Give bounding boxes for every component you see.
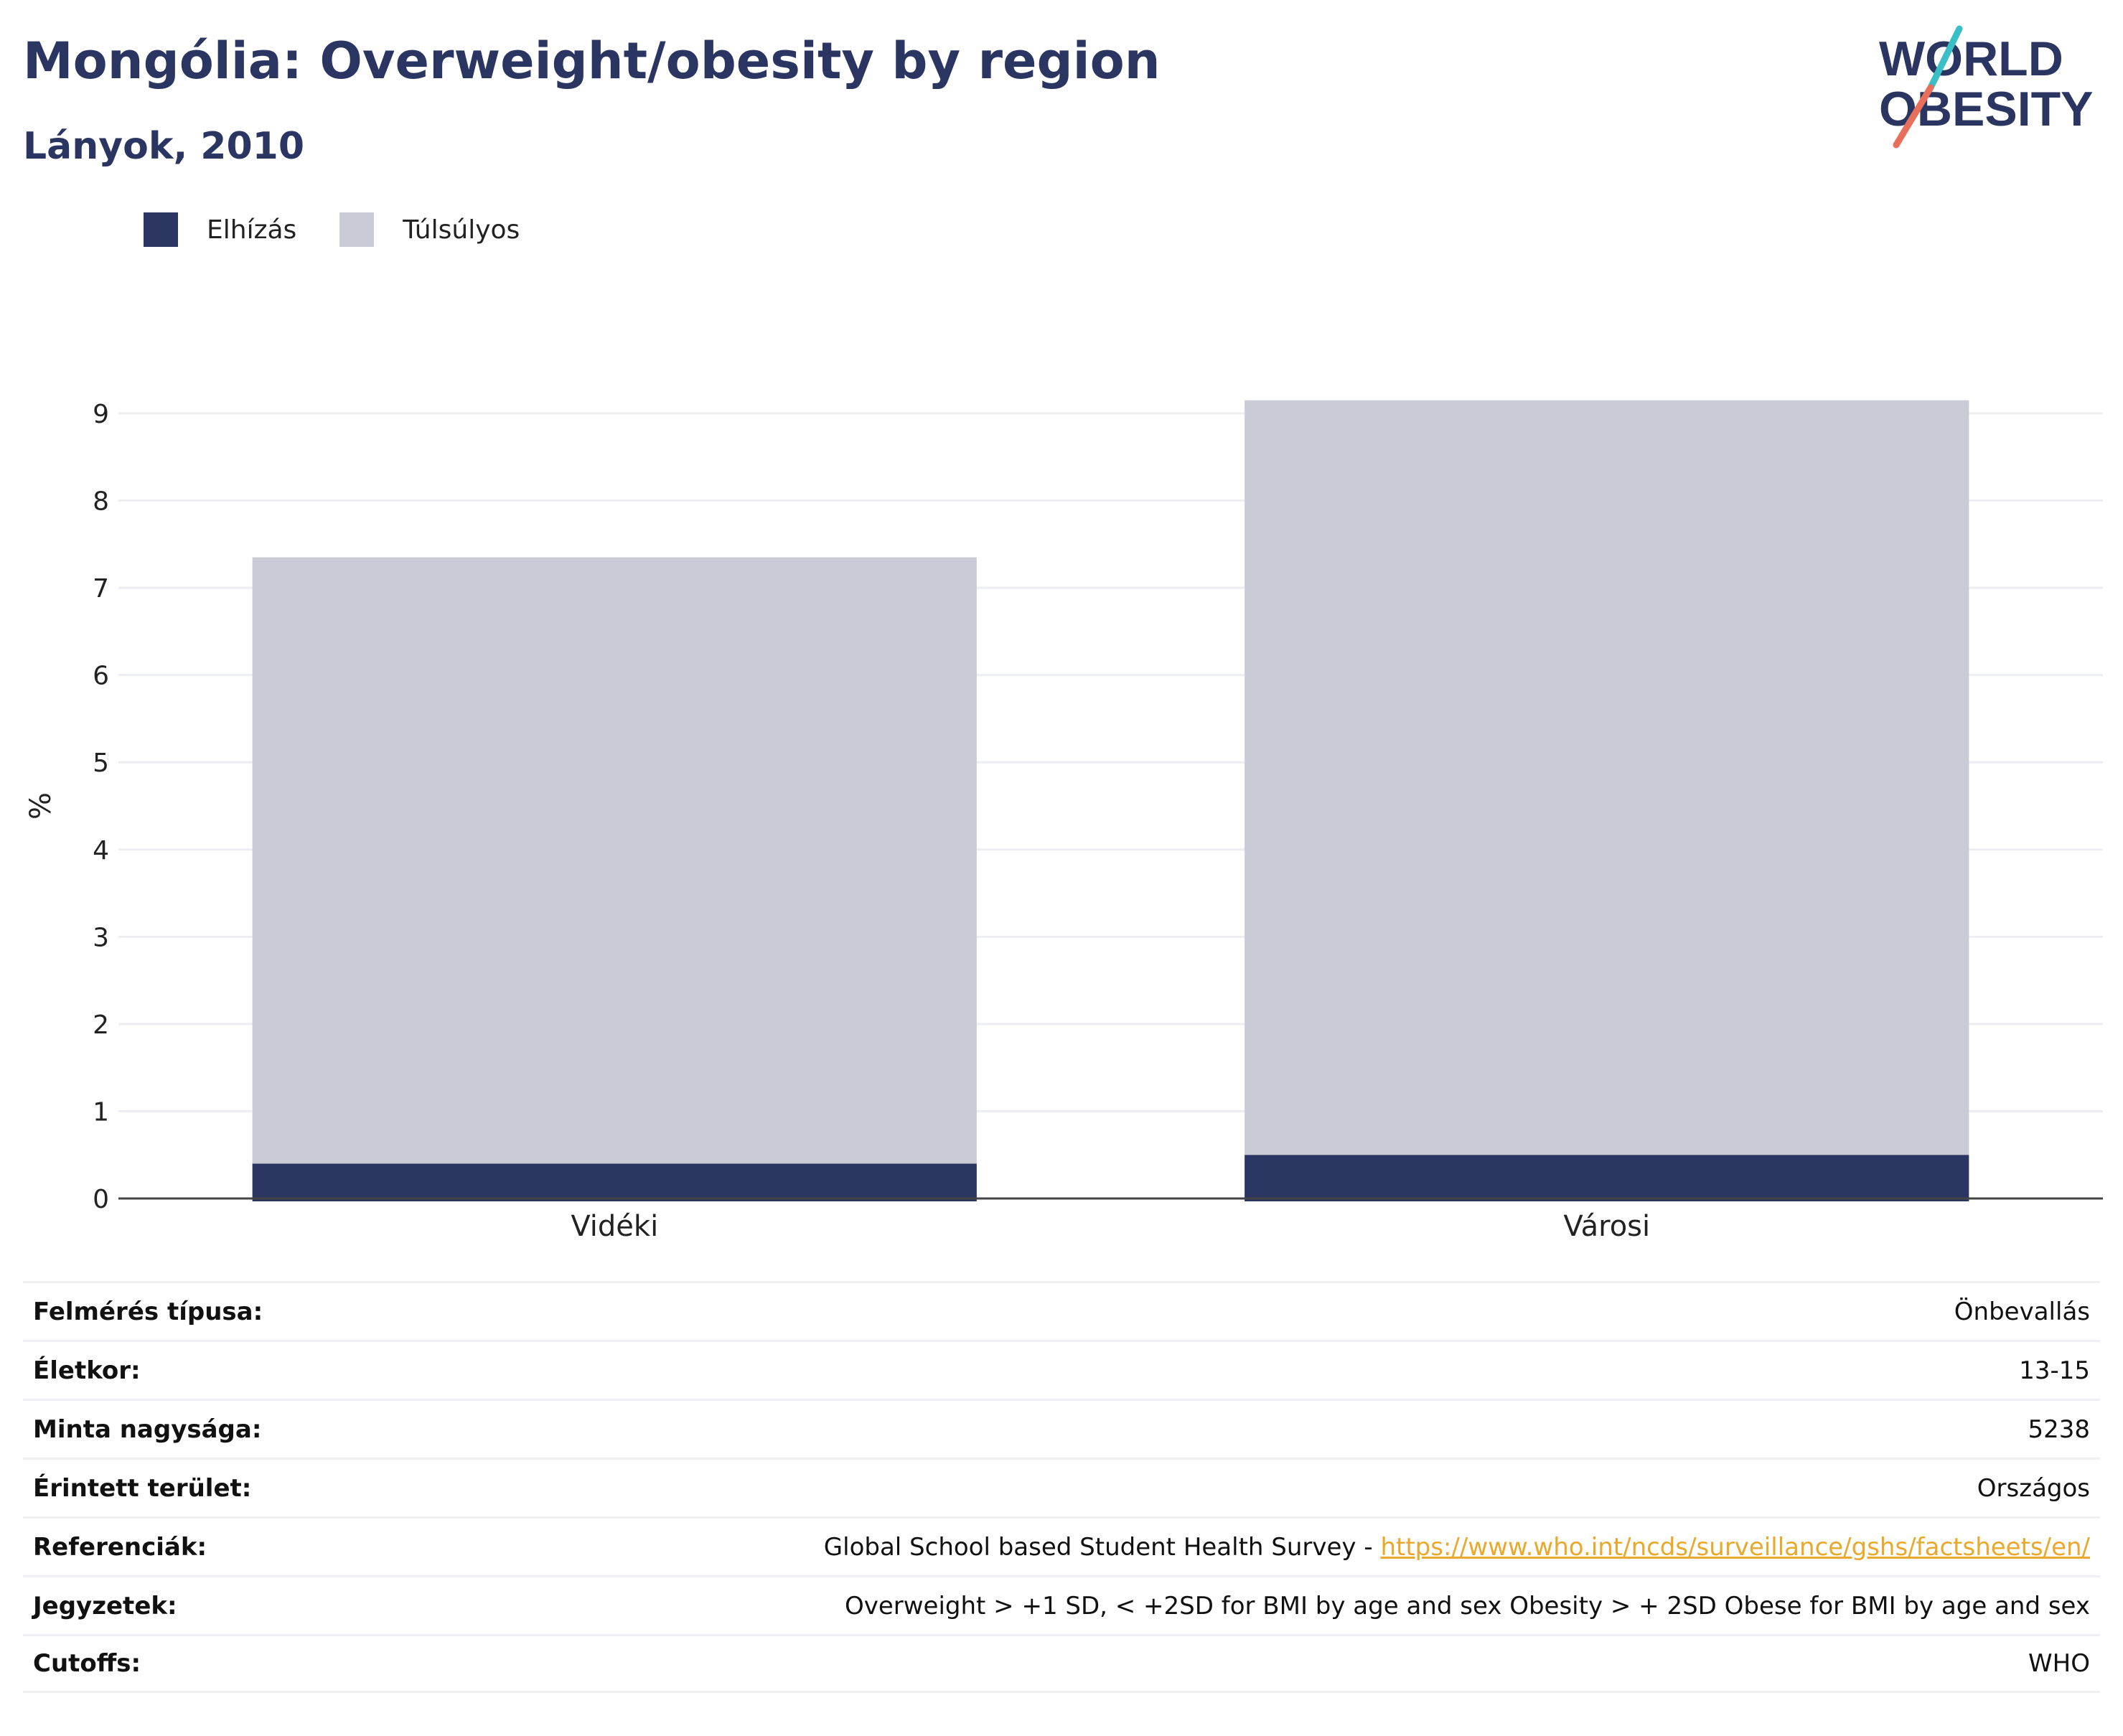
world-obesity-logo: WORLD OBESITY bbox=[1879, 25, 2094, 149]
y-tick-label: 3 bbox=[93, 923, 109, 952]
page-subtitle: Lányok, 2010 bbox=[23, 125, 305, 168]
meta-row-sample-size: Minta nagysága: 5238 bbox=[23, 1399, 2100, 1458]
bar-chart: 0 1 2 3 4 5 6 7 8 9% Vidéki Városi bbox=[24, 400, 2103, 1243]
meta-value: Global School based Student Health Surve… bbox=[824, 1533, 2090, 1562]
page-title: Mongólia: Overweight/obesity by region bbox=[23, 32, 1161, 90]
meta-label: Érintett terület: bbox=[33, 1473, 252, 1503]
y-tick-label: 0 bbox=[93, 1185, 109, 1214]
y-tick-label: 6 bbox=[93, 662, 109, 691]
meta-value: Overweight > +1 SD, < +2SD for BMI by ag… bbox=[844, 1591, 2090, 1620]
meta-label: Cutoffs: bbox=[33, 1649, 141, 1678]
y-tick-label: 2 bbox=[93, 1010, 109, 1040]
legend-swatch-overweight bbox=[339, 212, 375, 247]
meta-value: Országos bbox=[1977, 1473, 2090, 1503]
meta-row-references: Referenciák: Global School based Student… bbox=[23, 1516, 2100, 1575]
bar-overweight bbox=[252, 557, 977, 1164]
legend-label-obesity: Elhízás bbox=[207, 215, 297, 245]
y-tick-label: 8 bbox=[93, 487, 109, 517]
x-tick-label: Vidéki bbox=[571, 1210, 658, 1243]
logo-line2: OBESITY bbox=[1879, 82, 2094, 136]
meta-row-cutoffs: Cutoffs: WHO bbox=[23, 1634, 2100, 1693]
reference-link[interactable]: https://www.who.int/ncds/surveillance/gs… bbox=[1380, 1532, 2090, 1562]
legend-swatch-obesity bbox=[144, 212, 178, 247]
meta-value: 13-15 bbox=[2019, 1356, 2090, 1385]
legend-item-overweight[interactable]: Túlsúlyos bbox=[339, 212, 520, 247]
bar-obesity bbox=[1245, 1155, 1969, 1201]
meta-label: Referenciák: bbox=[33, 1532, 207, 1562]
y-tick-label: 1 bbox=[93, 1097, 109, 1127]
bar-overweight bbox=[1245, 400, 1969, 1155]
meta-row-age: Életkor: 13-15 bbox=[23, 1340, 2100, 1399]
meta-row-notes: Jegyzetek: Overweight > +1 SD, < +2SD fo… bbox=[23, 1575, 2100, 1634]
y-tick-label: 4 bbox=[93, 836, 109, 865]
x-tick-label: Városi bbox=[1563, 1210, 1650, 1243]
meta-value: 5238 bbox=[2028, 1414, 2090, 1444]
y-tick-label: 7 bbox=[93, 574, 109, 604]
metadata-table: Felmérés típusa: Önbevallás Életkor: 13-… bbox=[23, 1281, 2100, 1693]
meta-label: Felmérés típusa: bbox=[33, 1297, 263, 1326]
meta-value: WHO bbox=[2028, 1649, 2090, 1678]
meta-label: Jegyzetek: bbox=[33, 1591, 177, 1620]
legend-item-obesity[interactable]: Elhízás bbox=[144, 212, 296, 247]
meta-label: Életkor: bbox=[33, 1356, 141, 1385]
chart-legend: Elhízás Túlsúlyos bbox=[144, 212, 563, 247]
y-tick-label: 5 bbox=[93, 749, 109, 778]
bar-obesity bbox=[252, 1163, 977, 1201]
logo-line1: WORLD bbox=[1879, 32, 2063, 86]
meta-value: Önbevallás bbox=[1954, 1297, 2090, 1326]
meta-label: Minta nagysága: bbox=[33, 1414, 262, 1444]
reference-text: Global School based Student Health Surve… bbox=[823, 1532, 1381, 1562]
y-tick-label: 9 bbox=[93, 400, 109, 429]
legend-label-overweight: Túlsúlyos bbox=[403, 215, 520, 245]
meta-row-survey-type: Felmérés típusa: Önbevallás bbox=[23, 1281, 2100, 1340]
meta-row-area: Érintett terület: Országos bbox=[23, 1458, 2100, 1516]
y-axis-label: % bbox=[24, 792, 57, 820]
